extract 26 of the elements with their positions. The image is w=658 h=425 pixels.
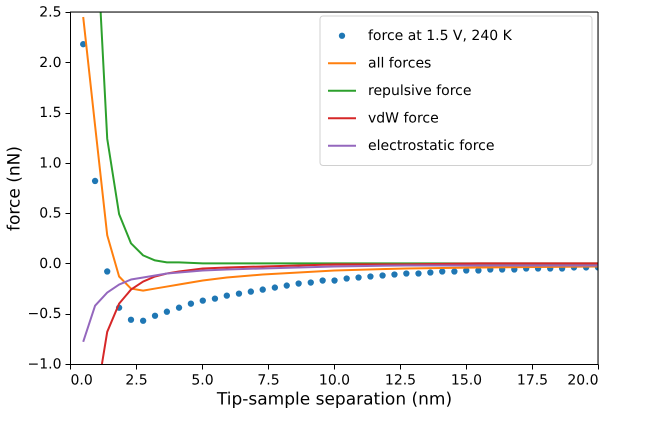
x-tick-label: 12.5 [384, 372, 416, 388]
y-tick-label: −0.5 [28, 306, 62, 322]
line-series [82, 264, 598, 343]
y-tick-label: 2.0 [39, 54, 62, 71]
x-tick-label: 20.0 [567, 372, 598, 388]
x-tick-label: 0.0 [70, 372, 93, 388]
x-tick-label: 10.0 [318, 372, 350, 388]
line-series [100, 262, 598, 364]
x-tick-label: 7.5 [257, 372, 280, 388]
y-tick-label: 2.5 [39, 4, 62, 20]
legend-label: all forces [368, 55, 432, 72]
legend-label: force at 1.5 V, 240 K [368, 28, 513, 44]
y-tick-label: 0.5 [39, 206, 62, 222]
x-axis-title: Tip-sample separation (nm) [216, 390, 452, 410]
y-tick-label: 1.0 [39, 155, 62, 172]
x-tick-label: 5.0 [191, 372, 214, 388]
legend-label: repulsive force [368, 82, 472, 99]
legend-label: vdW force [368, 110, 439, 126]
y-axis-title: force (nN) [4, 146, 25, 231]
x-tick-label: 17.5 [516, 372, 548, 388]
x-tick-label: 2.5 [125, 372, 148, 388]
y-tick-label: −1.0 [28, 356, 62, 372]
y-tick-label: 1.5 [39, 105, 62, 122]
x-tick-label: 15.0 [450, 372, 482, 388]
legend-label: electrostatic force [368, 138, 494, 154]
y-tick-label: 0.0 [39, 256, 62, 272]
